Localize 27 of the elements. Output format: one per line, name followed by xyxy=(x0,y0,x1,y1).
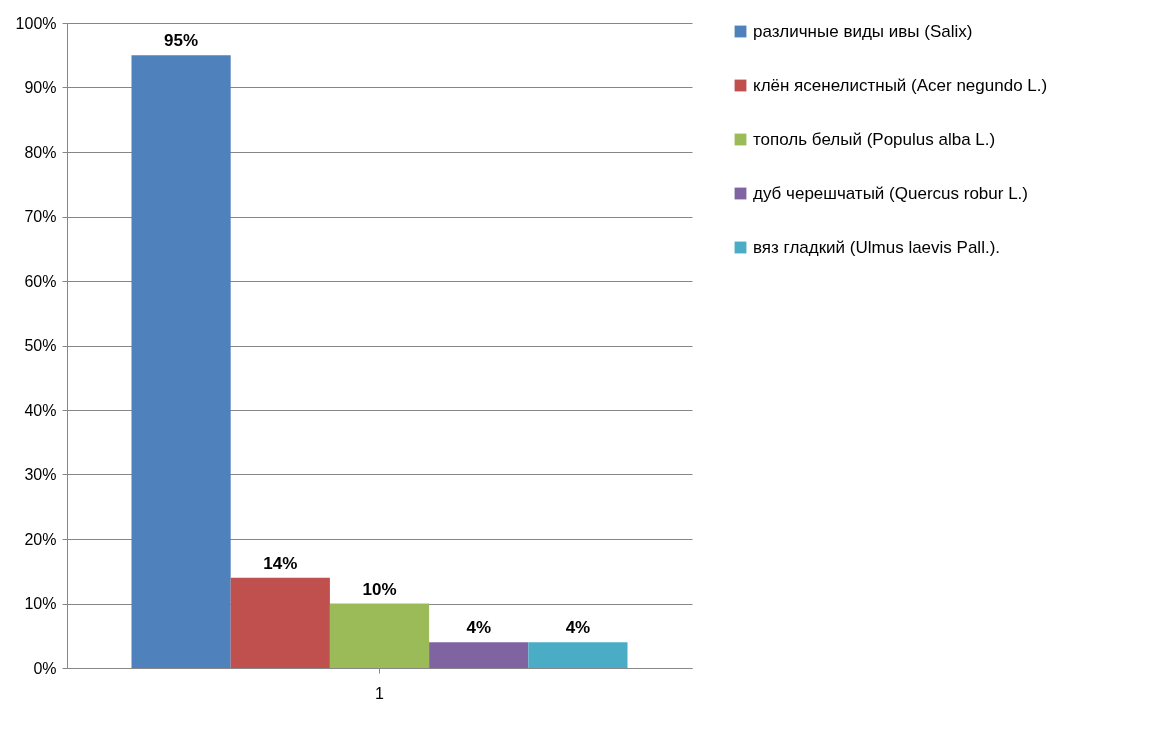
y-tick-label: 30% xyxy=(24,466,57,483)
data-label: 4% xyxy=(466,618,491,638)
y-tick-label: 70% xyxy=(24,208,57,225)
legend-label: различные виды ивы (Salix) xyxy=(753,21,973,41)
y-tick-label: 50% xyxy=(24,337,57,354)
y-tick-label: 60% xyxy=(24,272,57,290)
y-tick-label: 90% xyxy=(24,79,57,96)
bar xyxy=(230,577,330,668)
legend-label: вяз гладкий (Ulmus laevis Pall.). xyxy=(753,237,1001,257)
data-label: 10% xyxy=(362,579,397,599)
legend-label: дуб черешчатый (Quercus robur L.) xyxy=(753,183,1028,203)
bar xyxy=(429,642,529,668)
data-label: 4% xyxy=(565,618,591,638)
legend-label: клён ясенелистный (Acer negundo L.) xyxy=(753,75,1048,95)
data-label: 95% xyxy=(164,31,199,51)
y-tick-label: 40% xyxy=(24,401,57,419)
data-label: 14% xyxy=(263,553,298,573)
y-tick-label: 80% xyxy=(24,143,57,161)
bar xyxy=(131,55,231,668)
x-tick-label: 1 xyxy=(375,684,385,702)
y-tick-label: 0% xyxy=(33,659,57,677)
y-tick-label: 20% xyxy=(24,530,57,548)
y-tick-label: 100% xyxy=(15,14,57,32)
bar xyxy=(329,603,430,668)
legend-label: тополь белый (Populus alba L.) xyxy=(753,129,996,149)
bar xyxy=(528,642,628,668)
y-tick-label: 10% xyxy=(24,595,57,612)
